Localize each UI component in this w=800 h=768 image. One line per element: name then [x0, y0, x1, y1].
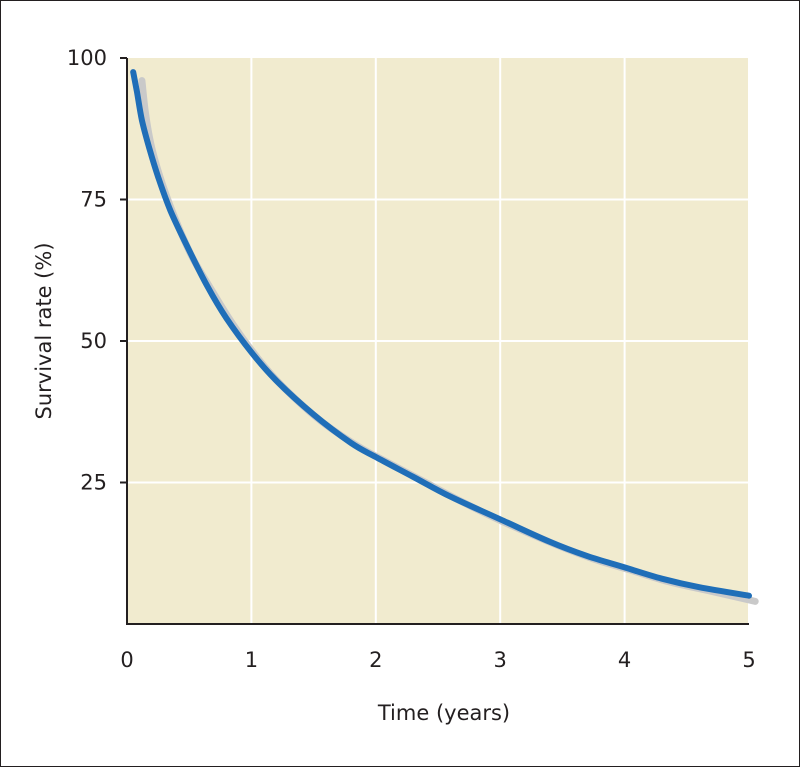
y-axis-title: Survival rate (%)	[32, 242, 56, 419]
survival-curve-line	[130, 69, 752, 599]
x-tick-label: 4	[618, 648, 631, 672]
y-tick-label: 50	[80, 329, 107, 353]
x-tick-label: 2	[369, 648, 382, 672]
y-tick-label: 100	[67, 46, 107, 70]
y-tick-label: 75	[80, 188, 107, 212]
x-tick-label: 0	[120, 648, 133, 672]
x-tick-label: 3	[494, 648, 507, 672]
x-axis-title: Time (years)	[377, 701, 510, 725]
x-tick-label: 1	[245, 648, 258, 672]
axes	[120, 57, 749, 625]
x-tick-label: 5	[742, 648, 755, 672]
gridlines	[127, 58, 750, 624]
tick-labels: 0 1 2 3 4 5 25 50 75 100	[67, 46, 756, 672]
y-tick-label: 25	[80, 471, 107, 495]
series-lines	[130, 69, 759, 605]
